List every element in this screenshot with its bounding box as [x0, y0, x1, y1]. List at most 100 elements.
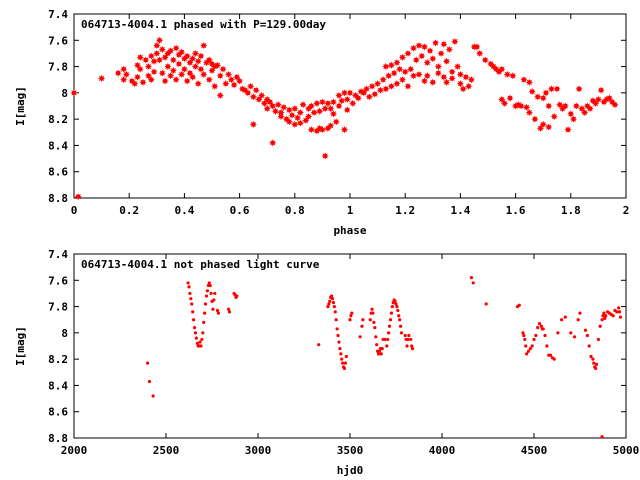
data-point: [545, 102, 553, 110]
y-tick-label: 7.4: [48, 248, 68, 261]
data-point: [189, 297, 193, 301]
data-point: [120, 65, 128, 73]
data-point: [563, 315, 567, 319]
data-point: [542, 89, 550, 97]
data-point: [423, 59, 431, 67]
data-point: [307, 102, 315, 110]
data-point: [581, 108, 589, 117]
data-point: [594, 95, 602, 104]
y-tick-label: 8.4: [48, 379, 68, 392]
data-point: [539, 94, 547, 102]
data-point: [318, 126, 326, 134]
data-point: [473, 43, 481, 51]
data-point: [532, 337, 536, 342]
data-point: [208, 283, 212, 288]
data-point: [203, 302, 208, 306]
data-point: [426, 47, 434, 55]
data-point: [578, 311, 582, 315]
data-point: [454, 62, 462, 71]
data-point: [591, 357, 595, 361]
data-point: [589, 354, 593, 359]
data-point: [375, 343, 379, 347]
data-point: [405, 344, 409, 348]
y-tick-label: 8.8: [48, 432, 68, 445]
y-tick-label: 8.6: [48, 406, 68, 419]
data-point: [552, 357, 556, 361]
data-point: [380, 347, 384, 351]
data-point: [388, 318, 393, 322]
data-point: [332, 118, 340, 126]
data-point: [249, 120, 257, 128]
data-point: [161, 77, 169, 85]
data-point: [484, 302, 488, 306]
data-point: [178, 70, 186, 79]
data-point: [343, 361, 347, 365]
data-point: [183, 77, 191, 85]
data-point: [445, 45, 453, 54]
x-axis-label: hjd0: [337, 464, 364, 477]
data-point: [330, 297, 335, 301]
data-point: [471, 281, 475, 285]
data-point: [594, 362, 599, 366]
data-point: [567, 110, 575, 118]
data-point: [393, 80, 401, 88]
data-point: [302, 116, 310, 125]
data-point: [592, 361, 596, 365]
data-point: [233, 73, 241, 81]
data-point: [534, 93, 542, 101]
data-point: [526, 349, 531, 353]
data-point: [506, 94, 514, 102]
data-point: [560, 318, 564, 322]
data-point: [224, 70, 233, 79]
data-point: [194, 80, 202, 88]
data-point: [277, 112, 285, 121]
y-tick-label: 8: [61, 327, 68, 340]
data-point: [465, 82, 473, 90]
data-point: [476, 49, 484, 58]
data-point: [578, 105, 586, 113]
data-point: [601, 314, 605, 318]
data-point: [180, 65, 188, 73]
data-point: [258, 91, 266, 100]
data-point: [327, 302, 331, 306]
data-point: [617, 310, 622, 314]
data-point: [186, 59, 194, 67]
data-point: [288, 111, 296, 119]
data-point: [456, 80, 464, 88]
data-point: [539, 324, 543, 328]
data-point: [195, 341, 199, 345]
data-point: [326, 304, 330, 309]
data-point: [569, 331, 573, 335]
data-point: [186, 69, 194, 77]
data-point: [379, 76, 387, 84]
data-point: [423, 72, 431, 80]
data-point: [191, 49, 200, 58]
data-point: [212, 298, 216, 302]
data-point: [335, 91, 343, 100]
data-point: [469, 276, 474, 280]
data-point: [211, 307, 215, 311]
data-point: [252, 86, 260, 94]
data-point: [404, 49, 412, 58]
data-point: [543, 333, 547, 338]
data-point: [358, 335, 362, 339]
data-point: [122, 70, 131, 79]
y-tick-label: 7.8: [48, 301, 68, 314]
data-point: [183, 52, 191, 60]
data-point: [385, 72, 393, 80]
data-point: [155, 56, 164, 64]
data-point: [434, 69, 442, 77]
data-point: [409, 72, 418, 80]
data-point: [382, 85, 390, 93]
plot-frame: [73, 13, 627, 199]
data-point: [528, 87, 536, 96]
x-tick-label: 3500: [337, 444, 364, 457]
data-point: [440, 40, 448, 48]
data-point: [316, 107, 324, 115]
data-point: [172, 76, 180, 84]
data-point: [191, 310, 195, 314]
y-tick-label: 8.4: [48, 139, 68, 152]
data-point: [147, 52, 155, 60]
data-point: [343, 106, 351, 114]
data-point: [374, 335, 378, 339]
